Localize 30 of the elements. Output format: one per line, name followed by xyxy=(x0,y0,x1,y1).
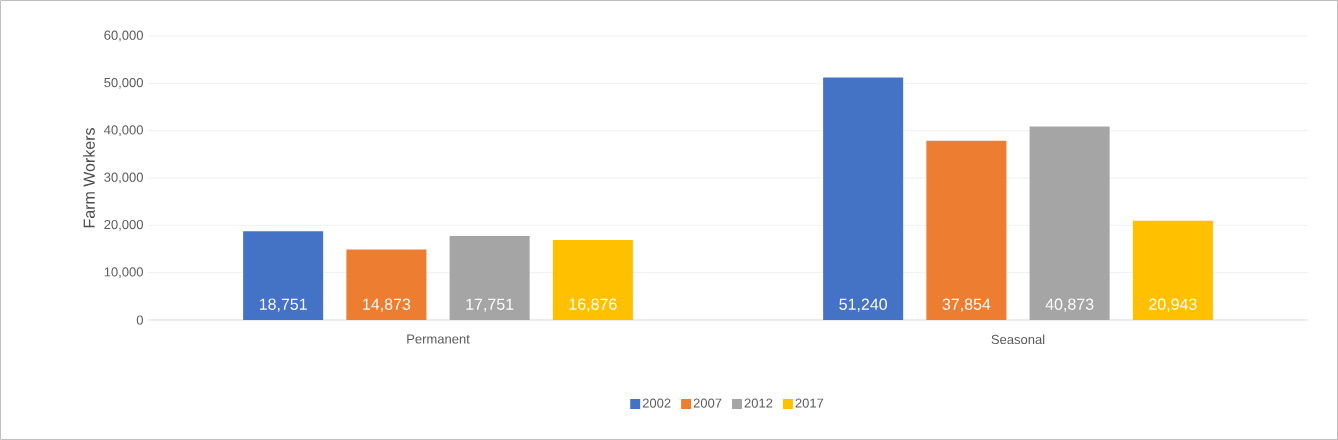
y-tick-label: 0 xyxy=(136,315,143,325)
x-tick-label: Permanent xyxy=(407,334,470,344)
bar xyxy=(552,240,633,320)
bar xyxy=(346,249,427,320)
data-label: 17,751 xyxy=(466,298,514,312)
data-label: 18,751 xyxy=(259,298,307,312)
legend-label: 2012 xyxy=(744,398,773,408)
x-tick-label: Seasonal xyxy=(991,334,1045,345)
legend-label: 2002 xyxy=(642,398,671,408)
legend-label: 2007 xyxy=(693,398,722,408)
data-label: 51,240 xyxy=(839,298,887,312)
bar xyxy=(243,231,324,320)
y-tick-label: 60,000 xyxy=(104,30,143,42)
y-tick-label: 10,000 xyxy=(104,267,143,279)
data-label: 16,876 xyxy=(569,298,617,312)
data-label: 40,873 xyxy=(1045,298,1094,312)
bar xyxy=(926,140,1007,320)
data-label: 37,854 xyxy=(942,298,991,312)
bar xyxy=(1029,126,1110,320)
y-axis-title: Farm Workers xyxy=(83,128,95,228)
bar xyxy=(1132,220,1213,320)
y-tick-label: 30,000 xyxy=(104,172,143,184)
data-label: 14,873 xyxy=(363,298,411,312)
y-tick-label: 20,000 xyxy=(104,219,143,231)
legend-label: 2017 xyxy=(795,398,824,408)
data-label: 20,943 xyxy=(1149,298,1197,312)
y-tick-label: 40,000 xyxy=(104,125,143,137)
bar xyxy=(449,235,530,320)
bar xyxy=(823,77,904,320)
y-tick-label: 50,000 xyxy=(104,77,143,89)
